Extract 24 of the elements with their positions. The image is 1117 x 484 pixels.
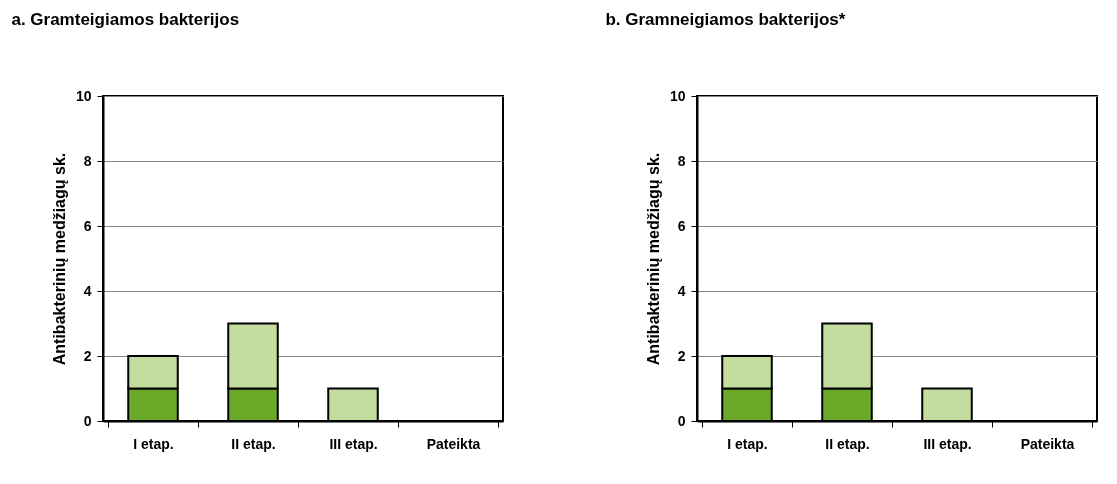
- y-tick-label: 8: [83, 152, 92, 169]
- y-tick-label: 4: [83, 282, 92, 299]
- chart-title: a. Gramteigiamos bakterijos: [11, 10, 240, 29]
- y-tick-label: 6: [83, 217, 92, 234]
- y-tick-label: 6: [677, 217, 686, 234]
- chart-title: b. Gramneigiamos bakterijos*: [605, 10, 846, 29]
- x-tick-label: III etap.: [329, 435, 378, 452]
- y-tick-label: 10: [75, 87, 92, 104]
- x-tick-label: II etap.: [231, 435, 276, 452]
- y-axis-title: Antibakterinių medžiagų sk.: [50, 152, 68, 366]
- y-tick-label: 8: [677, 152, 686, 169]
- x-tick-label: II etap.: [825, 435, 870, 452]
- y-tick-label: 2: [83, 347, 92, 364]
- y-tick-label: 4: [677, 282, 686, 299]
- x-tick-label: III etap.: [923, 435, 972, 452]
- x-tick-label: Pateikta: [1020, 435, 1075, 452]
- y-tick-label: 2: [677, 347, 686, 364]
- y-tick-label: 0: [677, 412, 686, 429]
- y-tick-label: 10: [669, 87, 686, 104]
- y-axis-title: Antibakterinių medžiagų sk.: [644, 152, 662, 366]
- y-tick-label: 0: [83, 412, 92, 429]
- x-tick-label: I etap.: [727, 435, 768, 452]
- x-tick-label: I etap.: [133, 435, 174, 452]
- x-tick-label: Pateikta: [426, 435, 481, 452]
